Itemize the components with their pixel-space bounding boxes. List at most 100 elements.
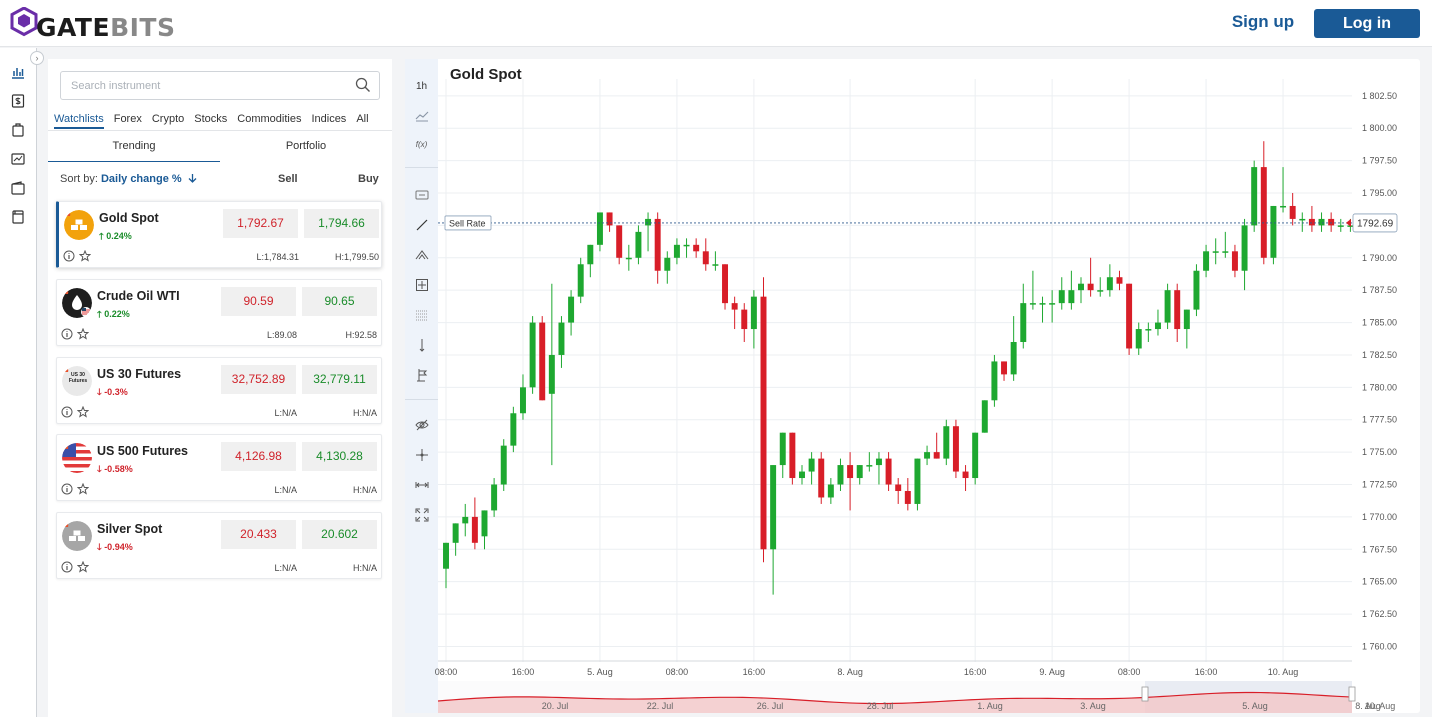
fib-grid-icon[interactable] (414, 307, 430, 323)
tab-trending[interactable]: Trending (48, 132, 220, 162)
category-tabs: Watchlists Forex Crypto Stocks Commoditi… (54, 113, 379, 129)
tab-stocks[interactable]: Stocks (194, 113, 228, 125)
tab-forex[interactable]: Forex (113, 113, 142, 125)
buy-price-button[interactable]: 4,130.28 (302, 442, 377, 471)
wallet-icon[interactable] (10, 180, 26, 196)
comment-icon[interactable] (414, 187, 430, 203)
candle-body (1174, 290, 1181, 330)
info-icon[interactable] (63, 250, 75, 262)
candle-body (558, 322, 565, 355)
info-icon[interactable] (61, 483, 73, 495)
info-icon[interactable] (61, 328, 73, 340)
sell-price-button[interactable]: 20.433 (221, 520, 296, 549)
buy-price-button[interactable]: 1,794.66 (304, 209, 379, 238)
candle-body (1020, 303, 1027, 342)
change-percent: 🡓 -0.58% (97, 464, 133, 474)
instrument-card[interactable]: Silver Spot 🡓 -0.94% 20.433 20.602 L:N/A… (56, 512, 382, 579)
crosshair-box-icon[interactable] (414, 277, 430, 293)
search-icon[interactable] (355, 77, 371, 93)
timeframe-button[interactable]: 1h (415, 81, 428, 92)
star-icon[interactable] (77, 406, 89, 418)
candle-body (952, 426, 959, 472)
y-tick-label: 1 782.50 (1362, 350, 1397, 360)
candle-body (635, 231, 642, 258)
sell-price-button[interactable]: 4,126.98 (221, 442, 296, 471)
fullscreen-icon[interactable] (414, 507, 430, 523)
candle-body (1029, 303, 1036, 305)
candle-body (539, 322, 546, 401)
candle-body (779, 432, 786, 466)
trend-line-icon[interactable] (414, 217, 430, 233)
candle-body (866, 465, 873, 467)
buy-price-button[interactable]: 32,779.11 (302, 365, 377, 394)
star-icon[interactable] (77, 561, 89, 573)
high-value: H:N/A (352, 485, 377, 495)
candle-body (577, 264, 584, 297)
document-icon[interactable] (10, 209, 26, 225)
indicators-button[interactable]: f(x) (415, 140, 428, 149)
candle-body (702, 251, 709, 265)
candle-body (587, 244, 594, 265)
candlestick-chart[interactable]: 1 760.00 1 762.50 1 765.00 1 767.50 1 770.00… (405, 59, 1420, 713)
candle-body (1289, 205, 1296, 219)
candle-body (693, 244, 700, 252)
eye-icon[interactable] (414, 417, 430, 433)
collapse-rail-button[interactable]: › (30, 51, 44, 65)
change-percent: 🡓 -0.94% (97, 542, 133, 552)
low-value: L:N/A (274, 563, 297, 573)
sell-price-button[interactable]: 1,792.67 (223, 209, 298, 238)
candle-body (625, 257, 632, 260)
candle-body (875, 458, 882, 466)
instrument-name: US 500 Futures (97, 444, 189, 458)
low-value: L:N/A (274, 485, 297, 495)
candle-body (510, 413, 517, 446)
star-icon[interactable] (77, 483, 89, 495)
sell-price-button[interactable]: 32,752.89 (221, 365, 296, 394)
y-tick-label: 1 790.00 (1362, 253, 1397, 263)
pin-icon[interactable] (414, 337, 430, 353)
info-icon[interactable] (61, 561, 73, 573)
measure-icon[interactable] (414, 367, 430, 383)
candle-body (481, 510, 488, 537)
instrument-name: Silver Spot (97, 522, 163, 536)
buy-price-button[interactable]: 20.602 (302, 520, 377, 549)
sort-row: Sort by: Daily change % Sell Buy (60, 173, 380, 189)
dollar-doc-icon[interactable] (10, 93, 26, 109)
sell-price-button[interactable]: 90.59 (221, 287, 296, 316)
x-tick-label: 08:00 (666, 667, 689, 677)
candle-body (914, 458, 921, 504)
sign-up-link[interactable]: Sign up (1231, 12, 1295, 31)
pitchfork-icon[interactable] (414, 247, 430, 263)
price-marker (1346, 218, 1351, 227)
tab-all[interactable]: All (356, 113, 369, 125)
star-icon[interactable] (77, 328, 89, 340)
gatebits-logo[interactable]: GATEBITS (10, 5, 175, 43)
tab-portfolio[interactable]: Portfolio (285, 140, 327, 152)
star-icon[interactable] (79, 250, 91, 262)
tab-indices[interactable]: Indices (311, 113, 347, 125)
range-icon[interactable] (414, 477, 430, 493)
tab-crypto[interactable]: Crypto (151, 113, 185, 125)
sort-dropdown[interactable]: Daily change % (101, 173, 197, 185)
briefcase-icon[interactable] (10, 122, 26, 138)
instrument-card[interactable]: US 30 Futures US 30 Futures 🡓 -0.3% 32,7… (56, 357, 382, 424)
line-chart-icon[interactable] (414, 107, 430, 123)
navigator-handle-left (1141, 686, 1149, 702)
instrument-card[interactable]: Gold Spot 🡑 0.24% 1,792.67 1,794.66 L:1,… (56, 201, 382, 268)
instrument-card[interactable]: US 500 Futures 🡓 -0.58% 4,126.98 4,130.2… (56, 434, 382, 501)
info-icon[interactable] (61, 406, 73, 418)
crosshair-icon[interactable] (414, 447, 430, 463)
x-tick-label: 16:00 (743, 667, 766, 677)
candle-body (1039, 303, 1046, 305)
instrument-card[interactable]: Crude Oil WTI 🡑 0.22% 90.59 90.65 L:89.0… (56, 279, 382, 346)
log-in-button[interactable]: Log in (1314, 9, 1420, 38)
candle-body (856, 465, 863, 479)
candle-body (904, 490, 911, 504)
candle-body (1231, 251, 1238, 271)
tab-watchlists[interactable]: Watchlists (54, 113, 104, 129)
chart-icon[interactable] (10, 64, 26, 80)
buy-price-button[interactable]: 90.65 (302, 287, 377, 316)
tab-commodities[interactable]: Commodities (237, 113, 302, 125)
chart-window-icon[interactable] (10, 151, 26, 167)
search-input[interactable] (71, 78, 341, 94)
